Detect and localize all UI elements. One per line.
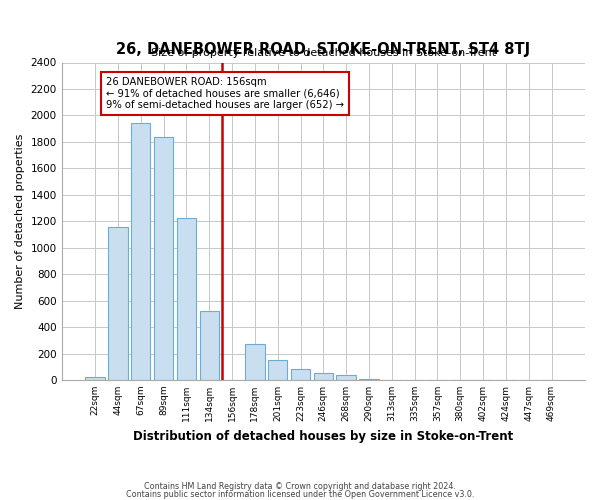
Bar xyxy=(131,124,151,380)
Title: 26, DANEBOWER ROAD, STOKE-ON-TRENT, ST4 8TJ: 26, DANEBOWER ROAD, STOKE-ON-TRENT, ST4 … xyxy=(116,42,530,57)
Text: Contains HM Land Registry data © Crown copyright and database right 2024.: Contains HM Land Registry data © Crown c… xyxy=(144,482,456,491)
Bar xyxy=(108,227,128,380)
Text: Size of property relative to detached houses in Stoke-on-Trent: Size of property relative to detached ho… xyxy=(151,48,496,58)
Bar xyxy=(85,376,105,380)
Bar xyxy=(359,379,379,380)
Y-axis label: Number of detached properties: Number of detached properties xyxy=(15,134,25,309)
Bar xyxy=(177,218,196,380)
Bar xyxy=(154,136,173,380)
Text: 26 DANEBOWER ROAD: 156sqm
← 91% of detached houses are smaller (6,646)
9% of sem: 26 DANEBOWER ROAD: 156sqm ← 91% of detac… xyxy=(106,77,344,110)
Bar xyxy=(268,360,287,380)
Bar xyxy=(245,344,265,380)
Bar xyxy=(291,370,310,380)
Bar xyxy=(200,311,219,380)
Text: Contains public sector information licensed under the Open Government Licence v3: Contains public sector information licen… xyxy=(126,490,474,499)
Bar xyxy=(337,374,356,380)
X-axis label: Distribution of detached houses by size in Stoke-on-Trent: Distribution of detached houses by size … xyxy=(133,430,514,442)
Bar xyxy=(314,374,333,380)
